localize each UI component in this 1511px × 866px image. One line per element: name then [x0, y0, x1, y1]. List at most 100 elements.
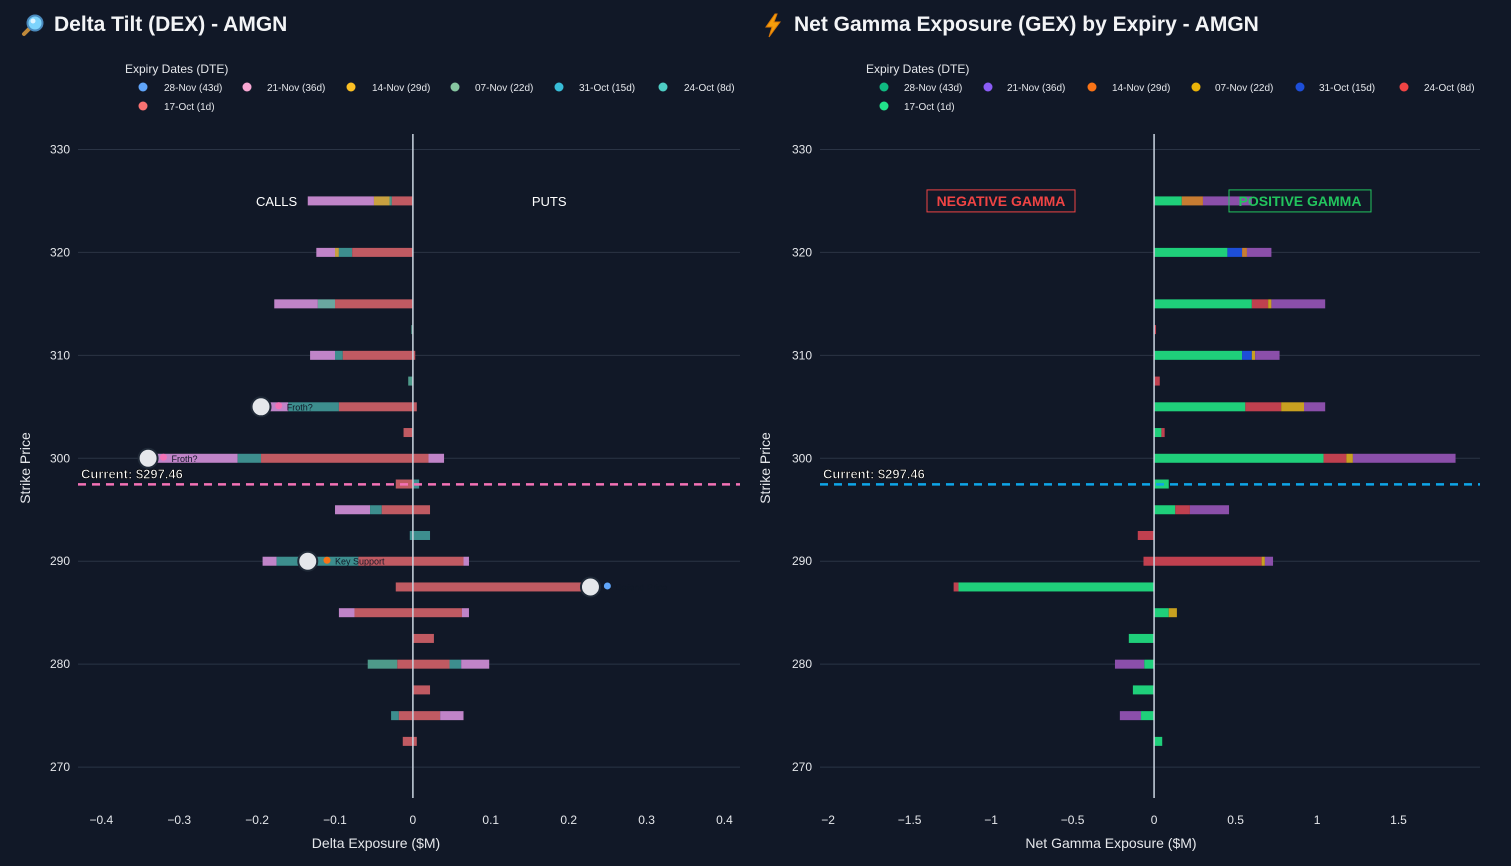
current-price-label: Current: $297.46	[823, 466, 925, 481]
bar-segment	[338, 608, 355, 618]
bar-segment	[317, 299, 336, 309]
legend-label: 24-Oct (8d)	[1424, 83, 1475, 94]
annotation-label: Froth?	[171, 454, 197, 464]
annotation-marker	[137, 447, 159, 469]
positive-gamma-label: POSITIVE GAMMA	[1239, 193, 1362, 209]
bar-segment	[1202, 196, 1252, 206]
annotation-icon	[275, 402, 283, 410]
bar-segment	[1154, 299, 1252, 309]
dex-chart-title-bar: Delta Tilt (DEX) - AMGN	[20, 12, 287, 38]
bar-segment	[463, 556, 469, 566]
bar-segment	[1189, 505, 1230, 515]
gex-chart-title-bar: Net Gamma Exposure (GEX) by Expiry - AMG…	[760, 12, 1259, 38]
dex-chart-panel: Delta Tilt (DEX) - AMGN Expiry Dates (DT…	[0, 0, 740, 866]
legend-label: 28-Nov (43d)	[904, 83, 962, 94]
legend-label: 24-Oct (8d)	[684, 83, 735, 94]
bar-segment	[338, 402, 417, 412]
bar-segment	[1251, 350, 1256, 360]
bar-segment	[288, 402, 339, 412]
bar-segment	[412, 685, 431, 695]
y-tick-label: 280	[50, 657, 70, 671]
bar-segment	[1143, 556, 1262, 566]
bar-segment	[1154, 350, 1243, 360]
x-axis-title: Net Gamma Exposure ($M)	[1025, 835, 1196, 851]
bar-segment	[1281, 402, 1304, 412]
x-tick-label: −1.5	[898, 813, 922, 827]
puts-label: PUTS	[532, 194, 567, 209]
bar-segment	[391, 196, 413, 206]
annotation-icon	[603, 582, 611, 590]
legend-marker	[879, 101, 889, 111]
bar-segment	[391, 711, 399, 721]
annotation-label: Key Support	[335, 557, 385, 567]
bar-segment	[1154, 453, 1324, 463]
bar-segment	[1137, 530, 1155, 540]
legend-marker	[1399, 82, 1409, 92]
y-axis-title: Strike Price	[757, 432, 773, 504]
bar-segment	[449, 659, 462, 669]
bar-segment	[1246, 247, 1272, 257]
bar-segment	[262, 556, 277, 566]
legend-marker	[658, 82, 668, 92]
x-tick-label: −0.4	[90, 813, 114, 827]
gex-chart-title: Net Gamma Exposure (GEX) by Expiry - AMG…	[794, 13, 1259, 36]
annotation-label: Froth?	[287, 402, 313, 412]
bar-segment	[1154, 196, 1182, 206]
bar-segment	[1255, 350, 1280, 360]
bar-segment	[338, 247, 353, 257]
x-tick-label: 0.2	[560, 813, 577, 827]
bar-segment	[1242, 247, 1247, 257]
bar-segment	[335, 299, 413, 309]
y-tick-label: 330	[792, 142, 812, 156]
gex-chart: Expiry Dates (DTE) 28-Nov (43d) 21-Nov (36…	[757, 62, 1480, 851]
bar-segment	[408, 376, 413, 386]
legend-label: 07-Nov (22d)	[1215, 83, 1273, 94]
bar-segment	[381, 505, 431, 515]
bar-segment	[335, 350, 343, 360]
legend-marker	[554, 82, 564, 92]
bar-segment	[335, 505, 371, 515]
x-tick-label: 0.3	[638, 813, 655, 827]
bar-segment	[354, 608, 462, 618]
annotation-label: Defend Price	[615, 582, 667, 592]
bar-segment	[144, 453, 238, 463]
bar-segment	[1154, 428, 1162, 438]
bar-segment	[358, 556, 464, 566]
lightning-icon	[765, 13, 781, 38]
legend-label: 31-Oct (15d)	[1319, 83, 1375, 94]
bar-segment	[261, 453, 429, 463]
legend-marker	[983, 82, 993, 92]
y-axis-title: Strike Price	[17, 432, 33, 504]
bar-segment	[428, 453, 445, 463]
x-tick-label: 0	[1151, 813, 1158, 827]
y-tick-label: 290	[792, 554, 812, 568]
x-tick-label: −0.1	[323, 813, 347, 827]
legend-label: 17-Oct (1d)	[904, 102, 955, 113]
bar-segment	[307, 196, 374, 206]
bar-segment	[1144, 659, 1155, 669]
legend-marker	[138, 82, 148, 92]
legend-label: 31-Oct (15d)	[579, 83, 635, 94]
bar-segment	[1352, 453, 1456, 463]
y-tick-label: 290	[50, 554, 70, 568]
bar-segment	[395, 582, 591, 592]
legend-marker	[879, 82, 889, 92]
legend-marker	[1191, 82, 1201, 92]
bar-segment	[1242, 350, 1252, 360]
annotation-marker	[250, 396, 272, 418]
bar-segment	[1268, 299, 1272, 309]
bar-segment	[1154, 247, 1228, 257]
bar-segment	[1154, 736, 1163, 746]
bar-segment	[237, 453, 262, 463]
bar-segment	[1154, 402, 1246, 412]
x-tick-label: 0	[410, 813, 417, 827]
legend-label: 17-Oct (1d)	[164, 102, 215, 113]
negative-gamma-label: NEGATIVE GAMMA	[937, 193, 1066, 209]
legend-marker	[450, 82, 460, 92]
bar-segment	[403, 428, 413, 438]
x-tick-label: 0.5	[1227, 813, 1244, 827]
bar-segment	[316, 247, 336, 257]
legend-label: 28-Nov (43d)	[164, 83, 222, 94]
y-tick-label: 320	[792, 245, 812, 259]
x-tick-label: 1.5	[1390, 813, 1407, 827]
